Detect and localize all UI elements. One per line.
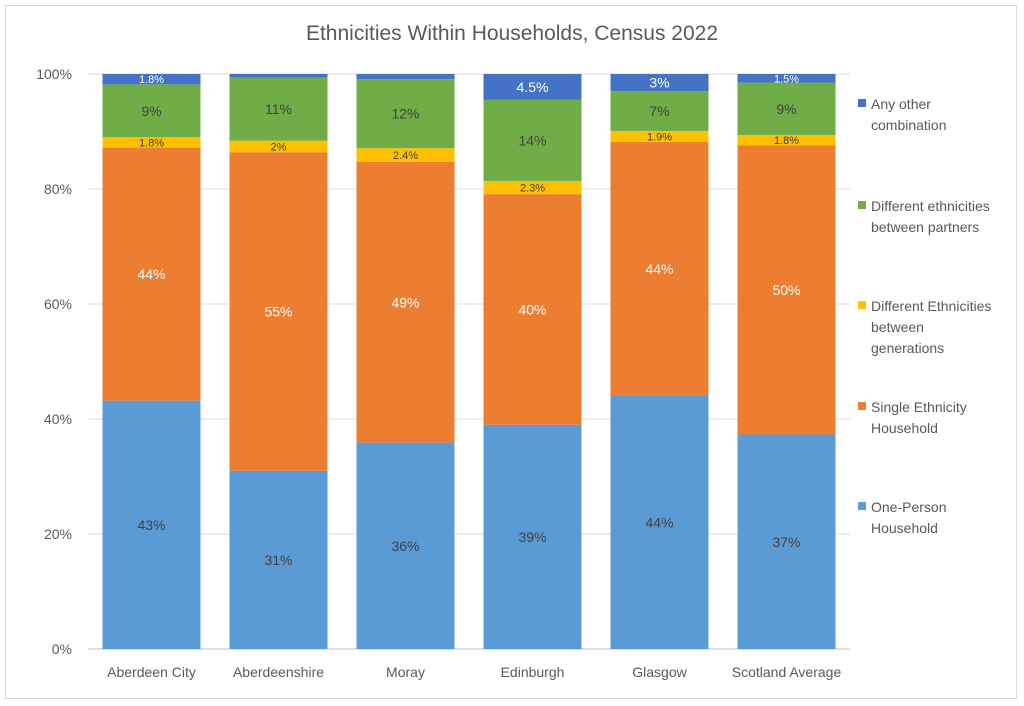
bar-segment — [483, 424, 582, 649]
bar-segment — [102, 84, 201, 138]
data-label: 43% — [137, 517, 165, 533]
data-label: 1.8% — [139, 137, 164, 149]
bar-segment — [483, 99, 582, 181]
bar-segment — [102, 147, 201, 401]
legend-label: Different ethnicities — [871, 198, 990, 214]
legend-swatch — [858, 402, 866, 410]
data-label: 44% — [137, 266, 165, 282]
bar-segment — [610, 74, 709, 92]
bar-segment — [483, 74, 582, 100]
x-tick-label: Aberdeenshire — [233, 664, 324, 680]
x-tick-label: Glasgow — [632, 664, 687, 680]
data-label: 12% — [391, 106, 419, 122]
data-label: 3% — [649, 75, 669, 91]
bar-segment — [737, 74, 836, 83]
data-label: 2.4% — [393, 150, 418, 162]
data-label: 1.8% — [139, 74, 164, 86]
legend-swatch — [858, 502, 866, 510]
legend-label: Single Ethnicity — [871, 399, 967, 415]
data-label: 4.5% — [517, 79, 549, 95]
bar-segment — [610, 396, 709, 649]
bar-segment — [356, 79, 455, 149]
data-label: 1.9% — [647, 131, 672, 143]
data-label: 1.8% — [774, 135, 799, 147]
bar-segment — [483, 194, 582, 425]
legend-label: between partners — [871, 219, 979, 235]
y-tick-label: 60% — [44, 296, 72, 312]
data-label: 44% — [645, 515, 673, 531]
bar-segment — [356, 161, 455, 443]
bar-segment — [229, 152, 328, 471]
bar-segment — [610, 141, 709, 396]
bar-segment — [102, 74, 201, 85]
data-label: 50% — [772, 282, 800, 298]
y-tick-label: 80% — [44, 181, 72, 197]
data-label: 55% — [264, 304, 292, 320]
legend-label: generations — [871, 340, 944, 356]
y-tick-label: 40% — [44, 411, 72, 427]
data-label: 2.3% — [520, 183, 545, 195]
bar-segment — [483, 180, 582, 195]
x-tick-label: Aberdeen City — [107, 664, 196, 680]
y-tick-label: 100% — [36, 66, 72, 82]
data-label: 49% — [391, 294, 419, 310]
bar-segment — [229, 77, 328, 141]
legend-label: One-Person — [871, 499, 946, 515]
data-label: 9% — [776, 101, 796, 117]
bar-segment — [102, 400, 201, 649]
bar-segment — [229, 140, 328, 153]
legend-label: between — [871, 319, 924, 335]
bar-segment — [229, 470, 328, 649]
bar-segment — [610, 91, 709, 131]
bar-segment — [229, 74, 328, 78]
bar-segment — [102, 137, 201, 148]
x-tick-label: Moray — [386, 664, 425, 680]
bar-segment — [356, 442, 455, 649]
bar-segment — [737, 434, 836, 649]
legend-label: Different Ethnicities — [871, 298, 991, 314]
legend-swatch — [858, 201, 866, 209]
data-label: 36% — [391, 538, 419, 554]
data-label: 2% — [271, 141, 287, 153]
x-tick-label: Edinburgh — [501, 664, 565, 680]
legend-swatch — [858, 301, 866, 309]
y-tick-label: 20% — [44, 526, 72, 542]
data-label: 1.5% — [774, 73, 799, 85]
bar-segment — [610, 130, 709, 142]
bar-segment — [356, 74, 455, 80]
data-label: 9% — [141, 103, 161, 119]
data-label: 7% — [649, 103, 669, 119]
legend-swatch — [858, 99, 866, 107]
data-label: 39% — [518, 529, 546, 545]
data-label: 14% — [518, 132, 546, 148]
data-label: 40% — [518, 302, 546, 318]
bar-segment — [737, 134, 836, 146]
data-label: 11% — [265, 101, 292, 117]
data-label: 37% — [772, 534, 800, 550]
legend-label: combination — [871, 117, 947, 133]
bar-segment — [737, 82, 836, 135]
chart-title: Ethnicities Within Households, Census 20… — [305, 22, 719, 45]
data-label: 44% — [645, 261, 673, 277]
bar-segment — [356, 148, 455, 162]
x-tick-label: Scotland Average — [732, 664, 842, 680]
data-label: 31% — [264, 552, 292, 568]
legend-label: Household — [871, 520, 938, 536]
bar-segment — [737, 145, 836, 435]
legend-label: Any other — [871, 96, 931, 112]
legend-label: Household — [871, 420, 938, 436]
y-tick-label: 0% — [52, 641, 72, 657]
